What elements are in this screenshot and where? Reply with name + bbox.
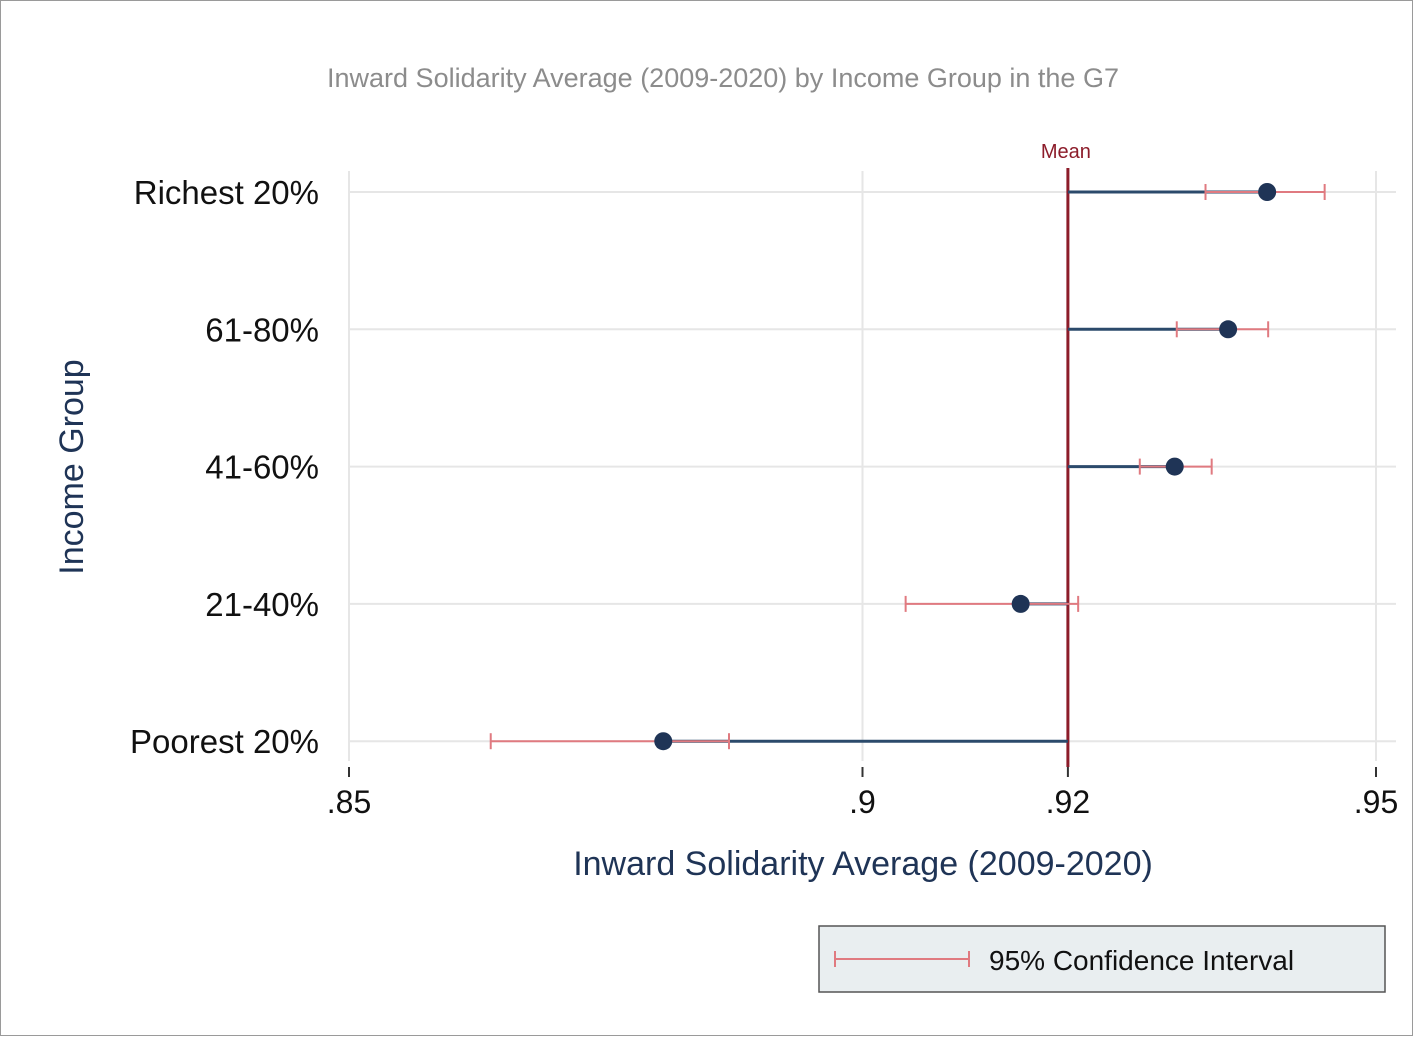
category-label: 41-60% bbox=[205, 449, 319, 486]
category-labels: Richest 20% 61-80% 41-60% 21-40% Poorest 20% bbox=[130, 174, 319, 760]
legend: 95% Confidence Interval bbox=[818, 925, 1386, 993]
point bbox=[1219, 320, 1238, 339]
category-label: Poorest 20% bbox=[130, 723, 319, 760]
legend-label: 95% Confidence Interval bbox=[989, 945, 1294, 976]
mean-reference: Mean bbox=[1041, 141, 1091, 767]
category-label: 21-40% bbox=[205, 586, 319, 623]
tick-label: .9 bbox=[849, 784, 876, 820]
mean-label: Mean bbox=[1041, 141, 1091, 163]
x-axis: .85 .9 .92 .95 bbox=[327, 767, 1398, 820]
point bbox=[1165, 457, 1184, 476]
point bbox=[1258, 183, 1277, 201]
point bbox=[654, 732, 673, 751]
chart-title: Inward Solidarity Average (2009-2020) by… bbox=[327, 63, 1119, 93]
x-axis-title: Inward Solidarity Average (2009-2020) bbox=[573, 845, 1153, 883]
category-label: Richest 20% bbox=[134, 174, 319, 211]
tick-label: .95 bbox=[1354, 784, 1398, 820]
points bbox=[654, 183, 1277, 751]
grid bbox=[348, 171, 1396, 761]
point bbox=[1011, 594, 1030, 613]
category-label: 61-80% bbox=[205, 311, 319, 348]
tick-label: .85 bbox=[327, 784, 371, 820]
y-axis-title: Income Group bbox=[53, 359, 91, 574]
tick-label: .92 bbox=[1046, 784, 1090, 820]
